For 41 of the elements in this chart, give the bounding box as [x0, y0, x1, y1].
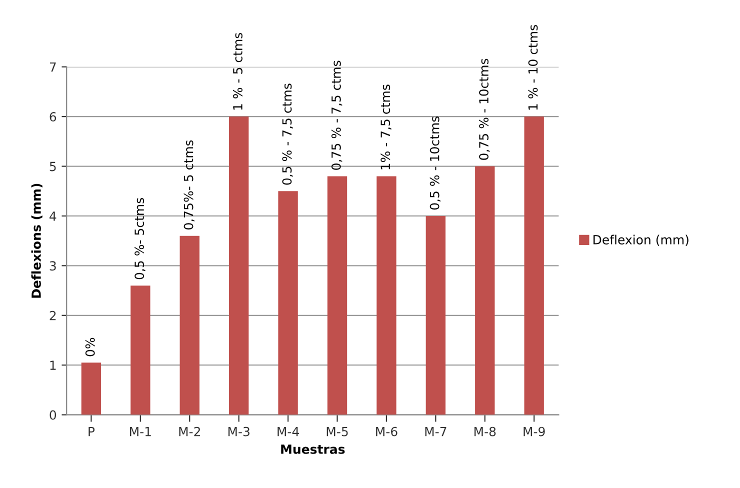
x-tick-label: M-6 [376, 426, 398, 436]
x-tick-label: M-8 [474, 426, 496, 436]
y-tick-label: 7 [50, 62, 56, 72]
annotation: 0% [85, 338, 95, 356]
annotation: 0,5 % - 7,5 ctms [282, 84, 293, 185]
bar [524, 116, 544, 415]
x-tick-label: M-2 [179, 426, 200, 436]
bar [376, 176, 396, 415]
bar [475, 166, 495, 415]
x-tick-label: M-4 [278, 426, 299, 436]
annotation: 1 % - 5 ctms [233, 32, 242, 110]
x-tick-label: M-1 [130, 426, 151, 436]
bar [327, 176, 348, 415]
bar [228, 116, 249, 415]
annotation: 0,75 % - 10ctms [479, 58, 490, 160]
legend-label: Deflexion (mm) [594, 234, 688, 246]
y-tick-label: 2 [50, 310, 56, 320]
annotation: 1 % - 10 ctms [528, 25, 538, 110]
bar [130, 286, 150, 415]
y-tick-label: 0 [50, 410, 56, 420]
x-axis-title: Muestras [281, 444, 345, 454]
x-tick-label: M-3 [228, 426, 250, 436]
y-tick-label: 4 [50, 212, 56, 221]
x-tick-label: M-5 [326, 426, 348, 436]
y-tick-label: 1 [50, 360, 56, 370]
bar [278, 191, 298, 415]
bar [426, 216, 446, 415]
annotation: 0,5 % - 10ctms [430, 116, 441, 210]
x-tick-label: M-9 [524, 426, 545, 436]
y-tick-label: 3 [50, 261, 56, 271]
bar [180, 236, 200, 415]
annotation: 0,5 %- 5ctms [134, 198, 146, 280]
x-tick-label: M-7 [425, 426, 446, 436]
y-tick-label: 6 [50, 112, 56, 122]
x-tick-label: P [88, 426, 95, 436]
y-axis-title: Deflexions (mm) [31, 184, 42, 298]
annotation: 0,75%- 5 ctms [184, 140, 195, 230]
y-tick-label: 5 [50, 162, 56, 172]
bar [81, 362, 102, 415]
annotation: 1% - 7,5 ctms [380, 84, 392, 170]
annotation: 0,75 % - 7,5 ctms [331, 60, 342, 170]
